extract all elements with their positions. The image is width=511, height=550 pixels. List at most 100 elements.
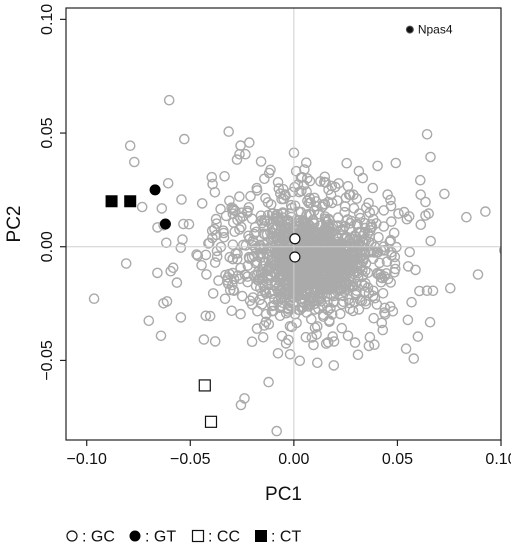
background-point bbox=[315, 292, 327, 304]
background-point bbox=[269, 276, 281, 288]
background-point bbox=[254, 239, 266, 251]
background-point bbox=[291, 317, 302, 329]
background-point bbox=[321, 254, 333, 265]
background-point bbox=[284, 263, 296, 275]
y-axis-label: PC2 bbox=[4, 206, 25, 243]
background-point bbox=[406, 296, 417, 308]
background-point bbox=[385, 216, 397, 227]
y-axis: −0.05 0.00 0.05 0.10 bbox=[39, 4, 66, 381]
background-point bbox=[246, 336, 258, 348]
background-point bbox=[414, 174, 426, 186]
background-point bbox=[332, 282, 344, 294]
background-point bbox=[389, 266, 400, 278]
background-point bbox=[274, 188, 286, 199]
background-point bbox=[264, 269, 276, 280]
background-point bbox=[499, 246, 501, 255]
background-point bbox=[175, 242, 187, 253]
background-point bbox=[341, 277, 353, 289]
background-point bbox=[421, 128, 433, 140]
background-point bbox=[345, 257, 357, 269]
background-point bbox=[206, 171, 218, 183]
y-tick-label: 0.10 bbox=[39, 4, 56, 35]
background-point bbox=[344, 223, 355, 235]
background-point bbox=[155, 330, 167, 342]
series-point-cc bbox=[198, 379, 211, 392]
legend-label-ct: : CT bbox=[271, 529, 301, 546]
legend: : GC: GT: CC: CT bbox=[66, 529, 301, 546]
background-point bbox=[207, 232, 218, 244]
background-point bbox=[324, 281, 336, 293]
background-point bbox=[342, 251, 354, 263]
background-point bbox=[369, 339, 380, 351]
background-point bbox=[323, 315, 335, 326]
background-point bbox=[156, 203, 168, 214]
background-point bbox=[176, 194, 187, 205]
series-point-ct bbox=[105, 195, 118, 208]
background-point bbox=[315, 252, 327, 263]
background-point bbox=[192, 250, 204, 262]
background-point bbox=[165, 265, 176, 277]
background-point bbox=[243, 137, 255, 148]
background-point bbox=[244, 233, 255, 245]
background-point bbox=[209, 336, 221, 347]
background-point bbox=[88, 293, 100, 305]
x-axis: −0.10 −0.05 0.00 0.05 0.10 bbox=[66, 440, 511, 468]
background-point bbox=[357, 270, 369, 282]
background-point bbox=[257, 331, 269, 343]
background-point bbox=[368, 247, 380, 258]
background-point bbox=[353, 208, 365, 219]
background-point bbox=[421, 285, 433, 297]
background-point bbox=[200, 310, 212, 322]
background-point bbox=[309, 322, 321, 334]
legend-label-gt: : GT bbox=[145, 529, 176, 546]
background-point bbox=[261, 265, 273, 277]
background-point bbox=[263, 167, 275, 179]
background-point bbox=[231, 253, 243, 265]
background-point bbox=[272, 176, 284, 188]
background-point bbox=[328, 290, 340, 302]
background-point bbox=[235, 221, 247, 233]
background-point bbox=[375, 276, 387, 288]
background-point bbox=[368, 312, 380, 324]
background-point bbox=[221, 275, 233, 286]
background-point bbox=[295, 240, 306, 252]
background-point bbox=[365, 219, 377, 230]
background-point bbox=[311, 357, 323, 369]
legend-label-cc: : CC bbox=[208, 529, 240, 546]
background-point bbox=[331, 245, 343, 256]
background-point bbox=[393, 208, 404, 219]
background-point bbox=[384, 301, 396, 312]
background-point bbox=[263, 318, 275, 330]
background-point bbox=[128, 156, 140, 168]
background-point bbox=[206, 225, 218, 236]
background-point bbox=[295, 172, 307, 183]
background-point bbox=[265, 199, 277, 210]
background-points-layer bbox=[88, 94, 501, 437]
background-point bbox=[255, 156, 267, 167]
series-point-gt bbox=[159, 218, 171, 230]
background-point bbox=[351, 193, 363, 204]
background-point bbox=[220, 269, 231, 281]
y-tick-label: −0.05 bbox=[39, 340, 56, 381]
background-point bbox=[209, 186, 221, 198]
background-point bbox=[280, 338, 292, 349]
background-point bbox=[420, 196, 431, 208]
background-point bbox=[219, 293, 231, 305]
background-point bbox=[227, 239, 239, 250]
background-point bbox=[424, 316, 436, 328]
background-point bbox=[223, 126, 234, 137]
background-point bbox=[412, 331, 424, 342]
background-point bbox=[294, 355, 306, 367]
background-point bbox=[285, 199, 297, 211]
background-point bbox=[239, 393, 250, 404]
background-point bbox=[304, 192, 316, 204]
background-point bbox=[220, 210, 232, 222]
background-point bbox=[401, 213, 413, 225]
background-point bbox=[309, 264, 321, 275]
background-point bbox=[215, 203, 226, 215]
background-point bbox=[275, 284, 286, 295]
background-point bbox=[167, 262, 179, 274]
background-point bbox=[287, 279, 299, 291]
background-point bbox=[276, 263, 288, 275]
background-point bbox=[331, 231, 343, 243]
